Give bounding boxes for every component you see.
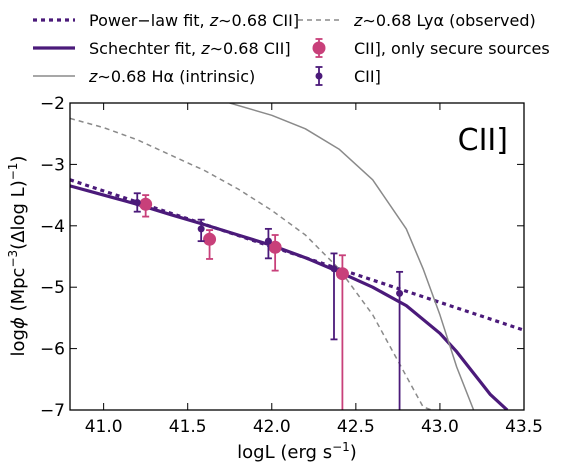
legend-label-all: CII]: [354, 67, 381, 86]
series-secure-point: [139, 197, 153, 211]
legend-swatch-all: [315, 72, 323, 80]
legend: Power−law fit, z∼0.68 CII] Schechter fit,…: [33, 11, 550, 86]
plot-frame: [69, 102, 525, 411]
series-all-point: [133, 198, 141, 206]
x-axis: 41.0 41.5 42.0 42.5 43.0 43.5: [85, 103, 543, 437]
x-tick-label: 42.0: [253, 417, 291, 437]
x-tick-label: 41.5: [169, 417, 207, 437]
legend-label-halpha: z∼0.68 Hα (intrinsic): [88, 67, 255, 86]
data-points: [133, 192, 404, 410]
series-secure-point: [268, 240, 282, 254]
series-all-point: [264, 237, 272, 245]
legend-label-lya: z∼0.68 Lyα (observed): [353, 11, 536, 30]
y-tick-label: −6: [40, 340, 65, 360]
series-halpha-line: [229, 103, 475, 410]
x-tick-label: 43.5: [505, 417, 543, 437]
plot-area: [70, 103, 524, 410]
legend-swatch-secure: [312, 41, 326, 55]
y-axis-label: logϕ (Mpc−3(Δlog L)−1): [6, 156, 29, 357]
x-tick-label: 42.5: [337, 417, 375, 437]
series-schechter-line: [70, 184, 509, 410]
y-tick-label: −5: [40, 278, 65, 298]
chart-annotation: CII]: [458, 123, 508, 158]
x-axis-label: logL (erg s−1): [237, 440, 357, 463]
series-secure-point: [335, 267, 349, 281]
x-tick-label: 43.0: [421, 417, 459, 437]
y-tick-label: −7: [40, 401, 65, 421]
series-secure-point: [203, 232, 217, 246]
x-tick-label: 41.0: [85, 417, 123, 437]
series-lya-line: [70, 117, 432, 410]
series-all-point: [396, 289, 404, 297]
legend-label-secure: CII], only secure sources: [354, 39, 550, 58]
y-tick-label: −3: [40, 155, 65, 175]
y-tick-label: −2: [40, 94, 65, 114]
legend-label-powerlaw: Power−law fit, z∼0.68 CII]: [89, 11, 299, 30]
series-all-point: [330, 265, 338, 273]
series-all-point: [197, 225, 205, 233]
legend-label-schechter: Schechter fit, z∼0.68 CII]: [89, 39, 291, 58]
y-tick-label: −4: [40, 217, 65, 237]
y-axis: −7 −6 −5 −4 −3 −2: [40, 94, 524, 421]
